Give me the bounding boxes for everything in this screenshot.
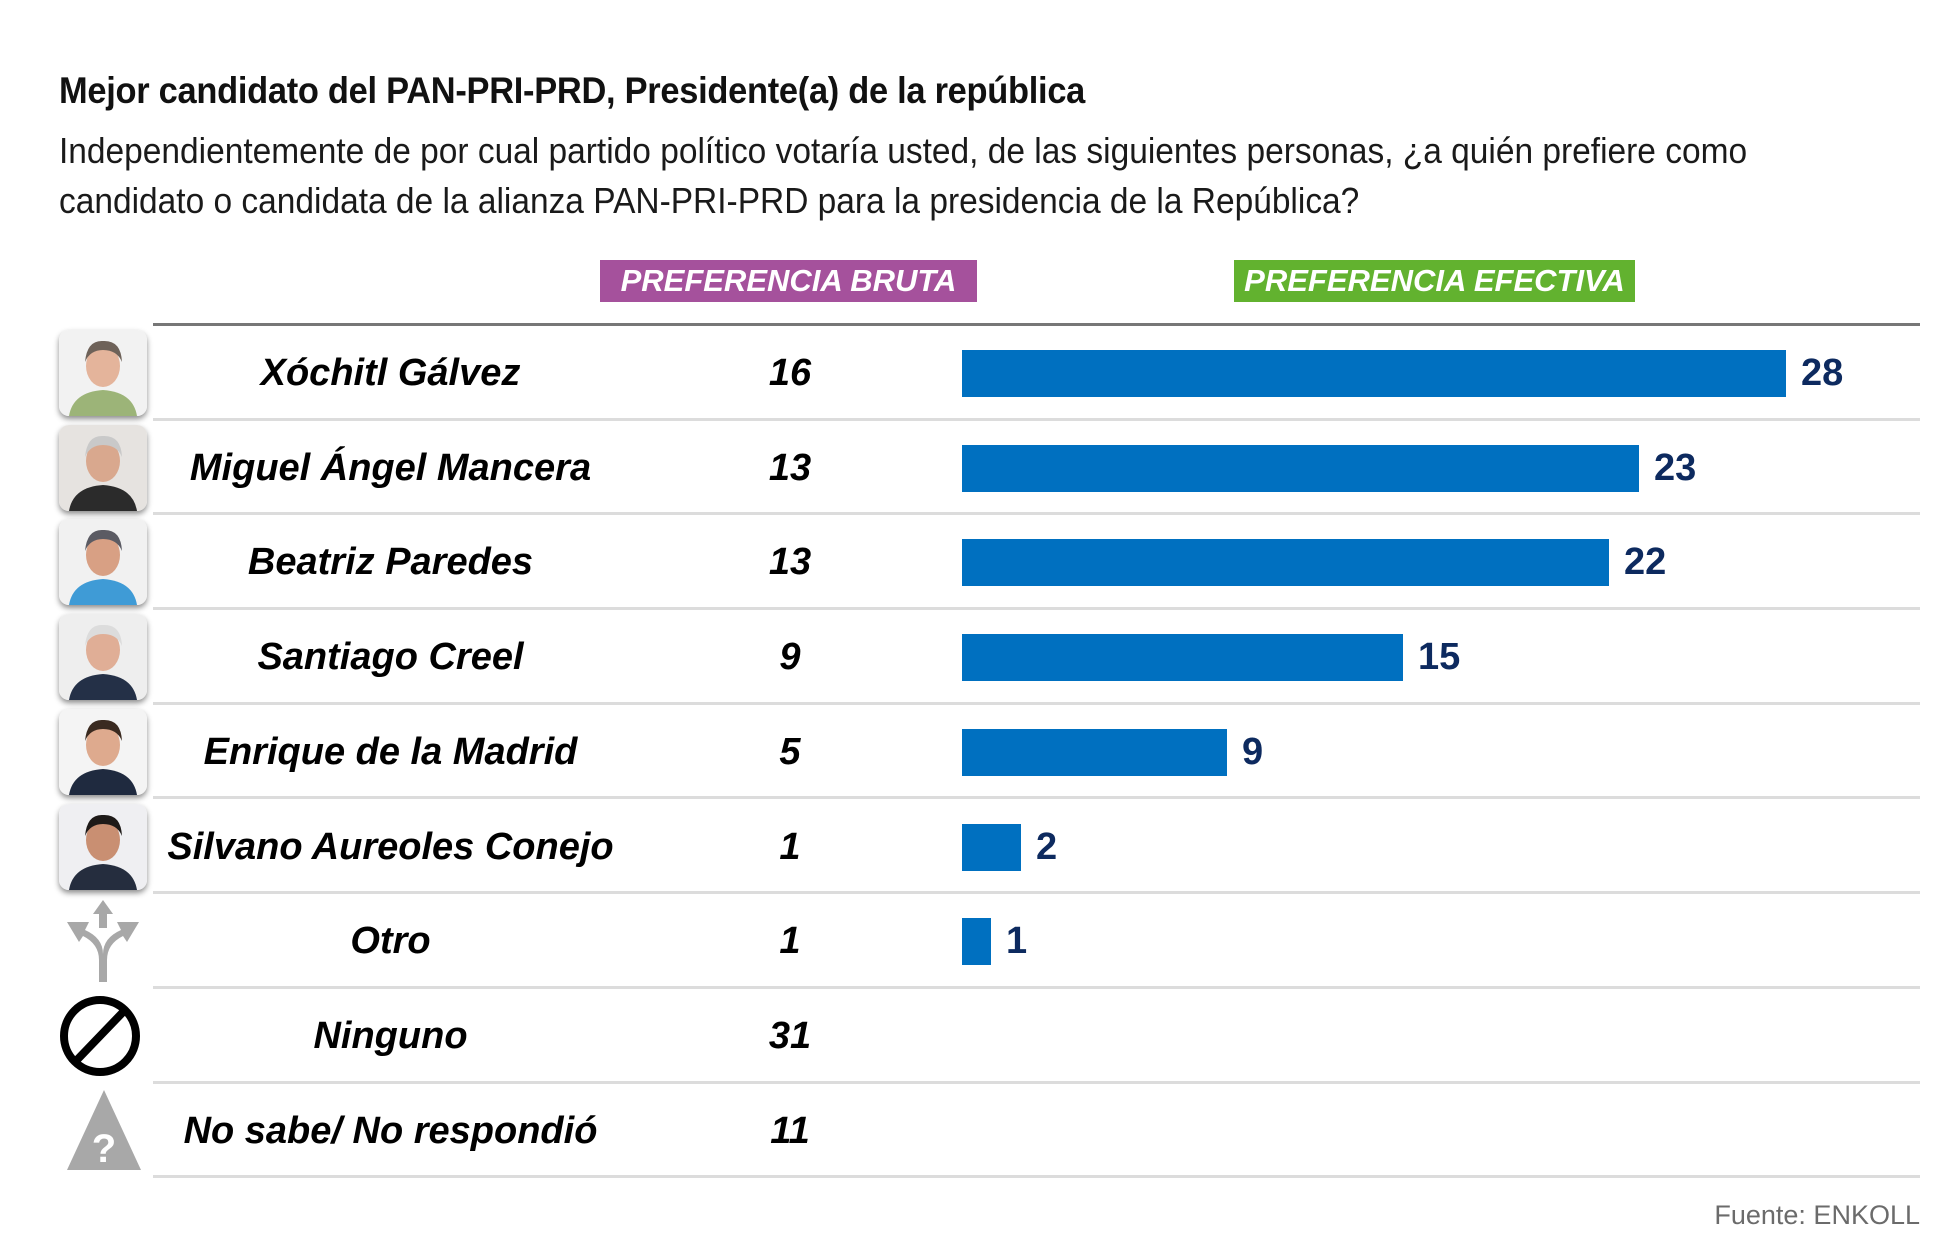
row-divider <box>153 701 1920 705</box>
chart-subtitle: Independientemente de por cual partido p… <box>59 130 1748 221</box>
bar-value-label: 28 <box>1801 352 1844 394</box>
candidate-name: Miguel Ángel Mancera <box>189 446 592 489</box>
candidate-name: Enrique de la Madrid <box>203 730 578 773</box>
preferencia-bruta-value: 5 <box>779 730 801 773</box>
row-divider <box>153 417 1920 421</box>
photo-xochitl-galvez <box>59 330 147 416</box>
row-divider <box>153 1175 1920 1179</box>
bar-value-label: 15 <box>1418 636 1461 679</box>
table-row: Xóchitl Gálvez 16 28 <box>0 326 1960 421</box>
table-row: Beatriz Paredes 13 22 <box>0 515 1960 611</box>
bar-preferencia-efectiva <box>962 634 1403 682</box>
row-divider <box>153 607 1920 611</box>
bar-value-label: 23 <box>1654 446 1697 489</box>
header-preferencia-bruta: PREFERENCIA BRUTA <box>600 260 977 302</box>
prohibited-icon <box>59 993 147 1079</box>
table-row: Miguel Ángel Mancera 13 23 <box>0 421 1960 516</box>
candidate-name: Otro <box>350 920 431 963</box>
table-row: Ninguno 31 <box>0 989 1960 1084</box>
preferencia-bruta-value: 9 <box>779 636 801 679</box>
candidate-name: Silvano Aureoles Conejo <box>167 825 614 868</box>
svg-text:?: ? <box>92 1127 116 1171</box>
photo-santiago-creel <box>59 614 147 701</box>
bar-preferencia-efectiva <box>962 823 1021 871</box>
preferencia-bruta-value: 11 <box>770 1109 810 1152</box>
candidate-name: Beatriz Paredes <box>247 541 534 584</box>
row-divider <box>153 985 1920 989</box>
bar-value-label: 9 <box>1242 730 1264 773</box>
question-triangle-icon: ? <box>59 1088 147 1174</box>
preferencia-bruta-value: 13 <box>768 446 812 489</box>
row-divider <box>153 796 1920 800</box>
preferencia-bruta-value: 1 <box>779 825 801 868</box>
table-row: Enrique de la Madrid 5 9 <box>0 705 1960 800</box>
header-preferencia-efectiva: PREFERENCIA EFECTIVA <box>1234 260 1635 302</box>
candidate-name: Ninguno <box>313 1014 468 1057</box>
bar-preferencia-efectiva <box>962 728 1227 776</box>
candidate-name: Xóchitl Gálvez <box>260 352 521 394</box>
bar-value-label: 22 <box>1624 541 1667 584</box>
photo-beatriz-paredes <box>59 519 147 606</box>
row-divider <box>153 1080 1920 1084</box>
preferencia-bruta-value: 31 <box>768 1014 812 1057</box>
table-row: Santiago Creel 9 15 <box>0 610 1960 705</box>
bar-preferencia-efectiva <box>962 350 1786 397</box>
bar-preferencia-efectiva <box>962 444 1639 492</box>
top-rule <box>153 323 1920 326</box>
bar-value-label: 1 <box>1006 920 1028 963</box>
preferencia-bruta-value: 13 <box>768 541 812 584</box>
source-footer: Fuente: ENKOLL <box>1714 1200 1920 1230</box>
preferencia-bruta-value: 16 <box>768 352 812 394</box>
bar-preferencia-efectiva <box>962 539 1609 587</box>
table-row: Otro 1 1 <box>0 894 1960 989</box>
row-divider <box>153 891 1920 895</box>
preferencia-bruta-value: 1 <box>779 920 801 963</box>
photo-miguel-angel-mancera <box>59 424 147 511</box>
candidate-name: Santiago Creel <box>257 636 524 679</box>
row-divider <box>153 512 1920 516</box>
table-row: ? No sabe/ No respondió 11 <box>0 1084 1960 1179</box>
bar-value-label: 2 <box>1036 825 1058 868</box>
table-row: Silvano Aureoles Conejo 1 2 <box>0 800 1960 895</box>
bar-preferencia-efectiva <box>962 918 991 966</box>
chart-title: Mejor candidato del PAN-PRI-PRD, Preside… <box>59 70 1086 111</box>
split-arrows-icon <box>59 898 147 984</box>
candidate-name: No sabe/ No respondió <box>183 1109 598 1152</box>
photo-enrique-de-la-madrid <box>59 708 147 795</box>
photo-silvano-aureoles <box>59 803 147 890</box>
